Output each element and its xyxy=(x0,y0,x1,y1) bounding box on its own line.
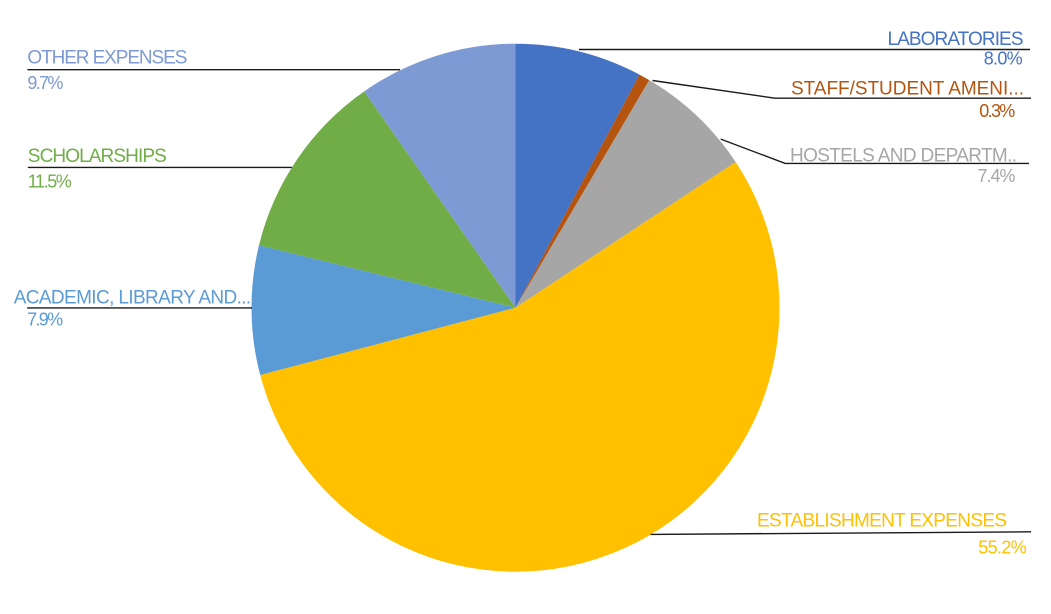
svg-text:9.7%: 9.7% xyxy=(27,73,63,93)
svg-text:ESTABLISHMENT EXPENSES: ESTABLISHMENT EXPENSES xyxy=(757,511,1007,532)
svg-text:ACADEMIC, LIBRARY AND...: ACADEMIC, LIBRARY AND... xyxy=(14,288,252,309)
svg-text:11.5%: 11.5% xyxy=(28,171,72,191)
svg-text:8.0%: 8.0% xyxy=(984,48,1023,68)
svg-text:LABORATORIES: LABORATORIES xyxy=(888,29,1024,50)
svg-text:7.4%: 7.4% xyxy=(978,166,1016,186)
svg-text:0.3%: 0.3% xyxy=(979,101,1015,121)
svg-text:7.9%: 7.9% xyxy=(27,310,63,330)
svg-text:OTHER EXPENSES: OTHER EXPENSES xyxy=(27,48,187,69)
svg-text:HOSTELS AND DEPARTM..: HOSTELS AND DEPARTM.. xyxy=(790,146,1017,167)
svg-text:55.2%: 55.2% xyxy=(978,537,1027,557)
svg-text:SCHOLARSHIPS: SCHOLARSHIPS xyxy=(28,146,167,167)
svg-text:STAFF/STUDENT AMENI...: STAFF/STUDENT AMENI... xyxy=(791,79,1024,100)
